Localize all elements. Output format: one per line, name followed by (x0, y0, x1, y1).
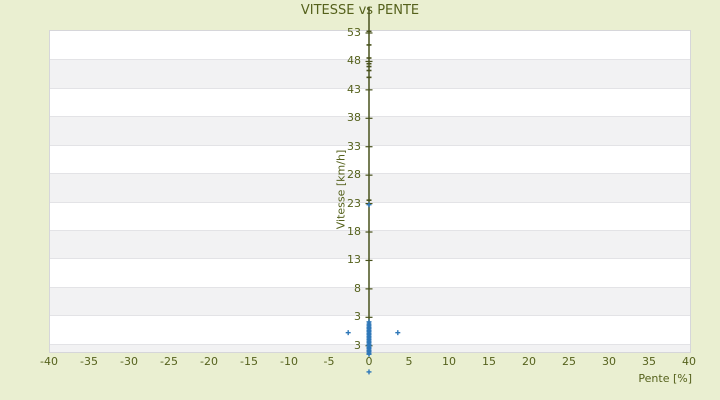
x-tick-label: 30 (602, 355, 616, 368)
background-band (50, 144, 690, 175)
x-tick-label: 20 (522, 355, 536, 368)
x-tick-label: -25 (160, 355, 178, 368)
y-axis-title: Vitesse [km/h] (334, 149, 348, 230)
x-tick-label: 35 (642, 355, 656, 368)
x-tick-label: 15 (482, 355, 496, 368)
background-band (50, 116, 690, 146)
x-tick-label: -40 (40, 355, 58, 368)
y-tick-label: 18 (347, 225, 361, 239)
background-band (50, 59, 690, 89)
background-band (50, 87, 690, 118)
background-band (50, 31, 690, 60)
y-tick-label: 8 (354, 281, 361, 295)
x-tick-label: 10 (442, 355, 456, 368)
x-tick-label: -20 (200, 355, 218, 368)
plot-area (49, 30, 691, 353)
background-band (50, 230, 690, 260)
y-tick-label: 13 (347, 253, 361, 267)
x-tick-label: 5 (405, 355, 413, 368)
x-tick-label: 40 (682, 355, 696, 368)
y-tick-label: 3 (354, 338, 361, 352)
chart-title: VITESSE vs PENTE (300, 3, 420, 18)
y-tick-label: 53 (347, 25, 361, 39)
x-tick-label: -10 (280, 355, 298, 368)
background-band (50, 201, 690, 231)
background-band (50, 343, 690, 352)
background-band (50, 258, 690, 288)
background-band (50, 286, 690, 317)
y-tick-label: 33 (347, 139, 361, 153)
y-tick-label: 28 (347, 168, 361, 182)
y-tick-label: 48 (347, 54, 361, 68)
x-tick-label: -15 (240, 355, 258, 368)
x-tick-label: -30 (120, 355, 138, 368)
y-tick-label: 3 (354, 310, 361, 324)
background-band (50, 315, 690, 345)
y-tick-label: 38 (347, 111, 361, 125)
background-band (50, 173, 690, 203)
x-tick-label: -5 (323, 355, 335, 368)
x-tick-label: 0 (365, 355, 373, 368)
x-axis-title: Pente [%] (638, 372, 692, 385)
x-tick-label: 25 (562, 355, 576, 368)
y-tick-label: 43 (347, 82, 361, 96)
y-tick-label: 23 (347, 196, 361, 210)
x-tick-label: -35 (80, 355, 98, 368)
